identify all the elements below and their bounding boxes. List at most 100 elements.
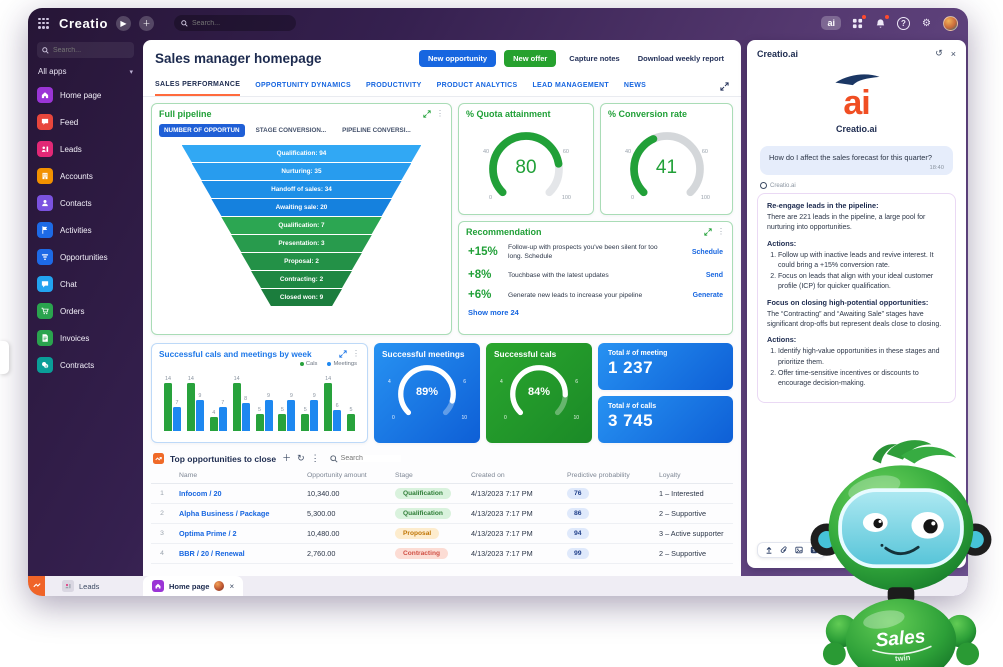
pipeline-tab-pipeline-conversion[interactable]: PIPELINE CONVERSI... — [342, 127, 411, 134]
new-offer-button[interactable]: New offer — [504, 50, 557, 67]
column-header[interactable]: Name — [179, 472, 198, 479]
funnel-stage[interactable]: Awaiting sale: 20 — [211, 199, 392, 216]
bell-icon[interactable] — [874, 14, 889, 30]
sidebar-item-accounts[interactable]: Accounts — [37, 168, 134, 184]
sidebar-item-chat[interactable]: Chat — [37, 276, 134, 292]
calls-bar[interactable] — [186, 382, 195, 431]
calls-bar[interactable] — [164, 382, 172, 431]
kebab-menu-icon[interactable]: ⋮ — [352, 349, 360, 358]
meetings-bar[interactable] — [195, 399, 204, 431]
table-row[interactable]: 4 BBR / 20 / Renewal 2,760.00 Contractin… — [151, 544, 733, 564]
upload-icon[interactable] — [765, 546, 773, 554]
opportunity-link[interactable]: BBR / 20 / Renewal — [179, 549, 245, 558]
funnel-stage[interactable]: Presentation: 3 — [231, 235, 372, 252]
funnel-stage[interactable]: Qualification: 94 — [181, 145, 422, 162]
add-button[interactable]: ＋ — [139, 15, 154, 31]
opportunity-link[interactable]: Alpha Business / Package — [179, 509, 270, 518]
taskbar-tab-home-page[interactable]: Home page × — [143, 576, 244, 596]
meetings-bar[interactable] — [218, 406, 227, 431]
add-record-icon[interactable]: ＋ — [282, 453, 292, 463]
app-launcher-icon[interactable] — [38, 17, 49, 29]
sidebar-item-home-page[interactable]: Home page — [37, 87, 134, 103]
kebab-menu-icon[interactable]: ⋮ — [436, 109, 444, 118]
tab-lead-management[interactable]: LEAD MANAGEMENT — [532, 82, 609, 89]
column-header[interactable]: Created on — [471, 472, 505, 479]
close-tab-icon[interactable]: × — [229, 581, 235, 591]
pipeline-tab-number[interactable]: NUMBER OF OPPORTUN — [159, 124, 245, 137]
process-icon[interactable] — [28, 576, 45, 596]
meetings-bar[interactable] — [264, 399, 273, 431]
kebab-menu-icon[interactable]: ⋮ — [310, 453, 320, 463]
tab-productivity[interactable]: PRODUCTIVITY — [365, 82, 422, 89]
funnel-stage[interactable]: Closed won: 9 — [260, 289, 343, 306]
table-search-input[interactable] — [340, 455, 401, 462]
global-search[interactable] — [174, 15, 296, 31]
sidebar-item-orders[interactable]: Orders — [37, 303, 134, 319]
opportunity-link[interactable]: Infocom / 20 — [179, 489, 222, 498]
send-link[interactable]: Send — [705, 271, 723, 279]
meetings-bar[interactable] — [310, 399, 319, 431]
tab-product-analytics[interactable]: PRODUCT ANALYTICS — [436, 82, 518, 89]
funnel-stage[interactable]: Contracting: 2 — [251, 271, 352, 288]
calls-bar[interactable] — [209, 417, 218, 431]
table-row[interactable]: 1 Infocom / 20 10,340.00 Qualification 4… — [151, 484, 733, 504]
taskbar-tab-leads[interactable]: Leads — [62, 576, 99, 596]
download-weekly-report-button[interactable]: Download weekly report — [633, 50, 729, 67]
calls-bar[interactable] — [324, 382, 333, 431]
apps-icon[interactable] — [851, 14, 866, 30]
refresh-icon[interactable]: ↻ — [297, 453, 305, 463]
calls-bar[interactable] — [255, 413, 264, 431]
funnel-stage[interactable]: Nurturing: 35 — [191, 163, 412, 180]
collapsed-panel-handle[interactable] — [0, 341, 9, 374]
sidebar-item-contracts[interactable]: $ Contracts — [37, 357, 134, 373]
meetings-bar[interactable] — [333, 410, 342, 431]
pipeline-tab-stage-conversion[interactable]: STAGE CONVERSION... — [255, 127, 327, 134]
image-icon[interactable] — [795, 546, 803, 554]
column-header[interactable]: Predictive probability — [567, 472, 630, 479]
expand-icon[interactable] — [720, 82, 729, 91]
column-header[interactable]: Loyalty — [659, 472, 681, 479]
generate-link[interactable]: Generate — [692, 291, 723, 299]
sidebar-item-contacts[interactable]: Contacts — [37, 195, 134, 211]
tab-sales-performance[interactable]: SALES PERFORMANCE — [155, 77, 241, 96]
calls-bar[interactable] — [232, 382, 241, 431]
attach-icon[interactable] — [780, 546, 788, 554]
meetings-bar[interactable] — [173, 406, 181, 431]
sidebar-search[interactable] — [37, 42, 134, 58]
table-search[interactable] — [329, 454, 401, 463]
sidebar-item-opportunities[interactable]: Opportunities — [37, 249, 134, 265]
meetings-bar[interactable] — [241, 403, 250, 431]
ai-assistant-button[interactable]: ai — [821, 16, 841, 30]
table-row[interactable]: 3 Optima Prime / 2 10,480.00 Proposal 4/… — [151, 524, 733, 544]
column-header[interactable]: Opportunity amount — [307, 472, 367, 479]
close-icon[interactable]: × — [950, 48, 956, 59]
sidebar-item-feed[interactable]: Feed — [37, 114, 134, 130]
settings-gear-icon[interactable]: ⚙ — [922, 17, 931, 29]
calls-bar[interactable] — [347, 413, 355, 431]
funnel-stage[interactable]: Handoff of sales: 34 — [201, 181, 402, 198]
run-process-button[interactable]: ▶ — [116, 15, 131, 31]
capture-notes-button[interactable]: Capture notes — [564, 50, 624, 67]
expand-icon[interactable] — [423, 110, 431, 118]
show-more-link[interactable]: Show more 24 — [468, 308, 519, 318]
kebab-menu-icon[interactable]: ⋮ — [717, 227, 725, 236]
tab-news[interactable]: NEWS — [623, 82, 647, 89]
user-avatar[interactable] — [943, 15, 958, 31]
tab-opportunity-dynamics[interactable]: OPPORTUNITY DYNAMICS — [255, 82, 351, 89]
sidebar-item-leads[interactable]: Leads — [37, 141, 134, 157]
expand-icon[interactable] — [339, 350, 347, 358]
new-opportunity-button[interactable]: New opportunity — [418, 50, 497, 67]
opportunity-link[interactable]: Optima Prime / 2 — [179, 529, 237, 538]
meetings-bar[interactable] — [287, 399, 296, 431]
funnel-stage[interactable]: Qualification: 7 — [221, 217, 382, 234]
funnel-stage[interactable]: Proposal: 2 — [241, 253, 362, 270]
schedule-link[interactable]: Schedule — [691, 248, 723, 256]
calls-bar[interactable] — [301, 413, 310, 431]
sidebar-item-invoices[interactable]: Invoices — [37, 330, 134, 346]
column-header[interactable]: Stage — [395, 472, 413, 479]
expand-icon[interactable] — [704, 228, 712, 236]
table-row[interactable]: 2 Alpha Business / Package 5,300.00 Qual… — [151, 504, 733, 524]
calls-bar[interactable] — [278, 413, 287, 431]
sidebar-search-input[interactable] — [53, 46, 123, 54]
all-apps-dropdown[interactable]: All apps ▾ — [38, 67, 133, 76]
